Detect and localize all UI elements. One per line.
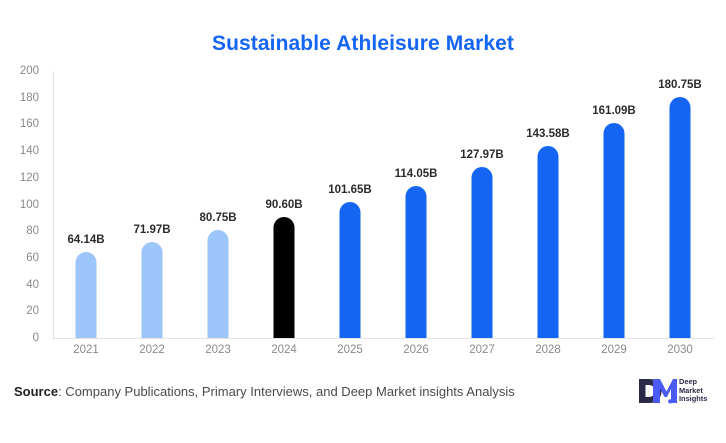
y-axis-tick: 40 [26, 278, 39, 291]
bar-2026[interactable] [405, 185, 427, 338]
y-axis-line [53, 71, 54, 338]
x-axis-tick: 2025 [337, 344, 363, 356]
bar-2029[interactable] [603, 122, 625, 338]
y-axis-tick: 0 [32, 332, 39, 344]
bar-2022[interactable] [141, 241, 163, 338]
bar-value-label: 180.75B [658, 78, 702, 91]
bar-group: 64.14B [53, 71, 119, 338]
bar-group: 161.09B [581, 71, 647, 338]
bar-value-label: 114.05B [394, 167, 438, 180]
logo-line-2: Market [679, 385, 703, 395]
logo-wordmark: Deep Market Insights [679, 378, 707, 404]
x-axis: 2021 2022 2023 2024 2025 2026 2027 2028 2029 2030 [53, 344, 713, 366]
bar-value-label: 101.65B [328, 184, 372, 197]
source-note: Source: Company Publications, Primary In… [14, 384, 515, 399]
bar-group: 71.97B [119, 71, 185, 338]
y-axis-tick: 100 [19, 198, 39, 211]
bar-2028[interactable] [537, 146, 559, 338]
y-axis-tick: 120 [19, 171, 39, 184]
bar-group: 114.05B [383, 71, 449, 338]
logo-line-1: Deep [679, 377, 698, 387]
bar-value-label: 127.97B [460, 149, 504, 162]
plot-area: 64.14B 71.97B 80.75B 90.60B 101.65B 114.05B 12… [53, 71, 713, 338]
bar-2025[interactable] [339, 202, 361, 338]
y-axis-tick: 140 [19, 145, 39, 158]
y-axis-tick: 80 [26, 225, 39, 238]
bar-value-label: 90.60B [265, 199, 303, 212]
y-axis-tick: 200 [19, 65, 39, 77]
chart-title: Sustainable Athleisure Market [211, 32, 515, 55]
y-axis-tick: 20 [26, 305, 39, 318]
y-axis-tick: 160 [19, 118, 39, 131]
x-axis-tick: 2029 [601, 344, 627, 356]
bar-2024[interactable] [273, 217, 295, 338]
x-axis-line [53, 338, 714, 339]
x-axis-tick: 2024 [271, 344, 297, 356]
y-axis-tick: 60 [26, 251, 39, 264]
bar-2027[interactable] [471, 167, 493, 338]
bar-group: 127.97B [449, 71, 515, 338]
x-axis-tick: 2027 [469, 344, 495, 356]
bar-2023[interactable] [207, 230, 229, 338]
source-detail: : Company Publications, Primary Intervie… [58, 384, 515, 399]
bar-value-label: 71.97B [133, 223, 171, 236]
bar-value-label: 80.75B [199, 212, 237, 225]
source-label: Source [14, 384, 59, 399]
bar-group: 80.75B [185, 71, 251, 338]
chart-footer: Source: Company Publications, Primary In… [0, 378, 726, 418]
bar-group: 101.65B [317, 71, 383, 338]
bar-value-label: 64.14B [67, 234, 105, 247]
bar-2030[interactable] [669, 96, 691, 338]
bar-group: 143.58B [515, 71, 581, 338]
deep-market-insights-logo: Deep Market Insights [637, 374, 717, 408]
x-axis-tick: 2022 [139, 344, 165, 356]
y-axis-tick: 180 [19, 91, 39, 104]
bar-2021[interactable] [75, 252, 97, 338]
x-axis-tick: 2021 [73, 344, 99, 356]
x-axis-tick: 2026 [403, 344, 429, 356]
y-axis: 200 180 160 140 120 100 80 60 40 20 0 [0, 65, 46, 344]
dm-monogram-icon [637, 376, 677, 406]
bar-value-label: 143.58B [526, 128, 570, 141]
x-axis-tick: 2030 [667, 344, 693, 356]
logo-line-3: Insights [679, 394, 708, 404]
x-axis-tick: 2028 [535, 344, 561, 356]
bar-group: 90.60B [251, 71, 317, 338]
bar-value-label: 161.09B [592, 104, 636, 117]
x-axis-tick: 2023 [205, 344, 231, 356]
bar-group: 180.75B [647, 71, 713, 338]
